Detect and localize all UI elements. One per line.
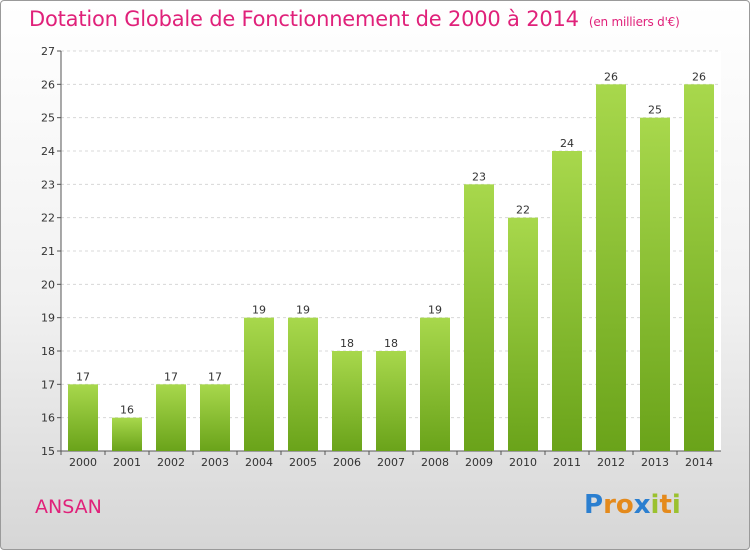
data-label: 19 xyxy=(428,304,442,317)
y-tick-label: 16 xyxy=(41,412,55,425)
bar xyxy=(112,417,142,451)
y-tick-label: 25 xyxy=(41,112,55,125)
x-tick-label: 2010 xyxy=(509,456,537,469)
x-tick-label: 2011 xyxy=(553,456,581,469)
logo-letter: r xyxy=(603,490,616,520)
y-tick-label: 20 xyxy=(41,278,55,291)
y-tick-label: 23 xyxy=(41,178,55,191)
logo-letter: i xyxy=(671,490,681,520)
y-tick-label: 17 xyxy=(41,378,55,391)
data-label: 25 xyxy=(648,104,662,117)
data-label: 26 xyxy=(604,70,618,83)
logo-letter: P xyxy=(584,490,604,520)
y-tick-label: 22 xyxy=(41,212,55,225)
bar xyxy=(420,317,450,451)
bar xyxy=(552,151,582,451)
x-tick-label: 2008 xyxy=(421,456,449,469)
data-label: 17 xyxy=(208,370,222,383)
commune-name: ANSAN xyxy=(35,496,102,518)
x-tick-label: 2005 xyxy=(289,456,317,469)
x-tick-label: 2004 xyxy=(245,456,273,469)
logo-letter: o xyxy=(615,490,634,520)
chart-title: Dotation Globale de Fonctionnement de 20… xyxy=(29,7,680,31)
bar xyxy=(596,84,626,451)
logo-letter: i xyxy=(650,490,660,520)
bar xyxy=(200,384,230,451)
x-tick-label: 2007 xyxy=(377,456,405,469)
x-tick-label: 2009 xyxy=(465,456,493,469)
bar xyxy=(156,384,186,451)
data-label: 26 xyxy=(692,70,706,83)
bar xyxy=(68,384,98,451)
y-tick-label: 21 xyxy=(41,245,55,258)
data-label: 17 xyxy=(164,370,178,383)
x-tick-label: 2000 xyxy=(69,456,97,469)
data-label: 19 xyxy=(252,304,266,317)
title-text: Dotation Globale de Fonctionnement de 20… xyxy=(29,7,579,31)
y-tick-label: 18 xyxy=(41,345,55,358)
x-tick-label: 2014 xyxy=(685,456,713,469)
data-label: 22 xyxy=(516,204,530,217)
bar xyxy=(508,217,538,451)
data-label: 17 xyxy=(76,370,90,383)
data-label: 24 xyxy=(560,137,574,150)
x-tick-label: 2001 xyxy=(113,456,141,469)
bar xyxy=(288,317,318,451)
proxiti-logo: Proxiti xyxy=(584,490,681,520)
y-tick-label: 19 xyxy=(41,312,55,325)
y-tick-label: 24 xyxy=(41,145,55,158)
data-label: 16 xyxy=(120,404,134,417)
chart-subtitle: (en milliers d'€) xyxy=(588,15,680,29)
data-label: 19 xyxy=(296,304,310,317)
y-tick-label: 27 xyxy=(41,45,55,58)
bar xyxy=(684,84,714,451)
y-tick-label: 15 xyxy=(41,445,55,458)
bar xyxy=(244,317,274,451)
logo-letter: x xyxy=(633,490,651,520)
bar xyxy=(332,351,362,451)
x-tick-label: 2002 xyxy=(157,456,185,469)
bar xyxy=(640,117,670,452)
bar xyxy=(464,184,494,452)
x-tick-label: 2003 xyxy=(201,456,229,469)
x-tick-label: 2012 xyxy=(597,456,625,469)
y-tick-label: 26 xyxy=(41,78,55,91)
bar xyxy=(376,351,406,451)
x-tick-label: 2006 xyxy=(333,456,361,469)
logo-letter: t xyxy=(659,490,672,520)
x-tick-label: 2013 xyxy=(641,456,669,469)
data-label: 23 xyxy=(472,170,486,183)
data-label: 18 xyxy=(340,337,354,350)
data-label: 18 xyxy=(384,337,398,350)
